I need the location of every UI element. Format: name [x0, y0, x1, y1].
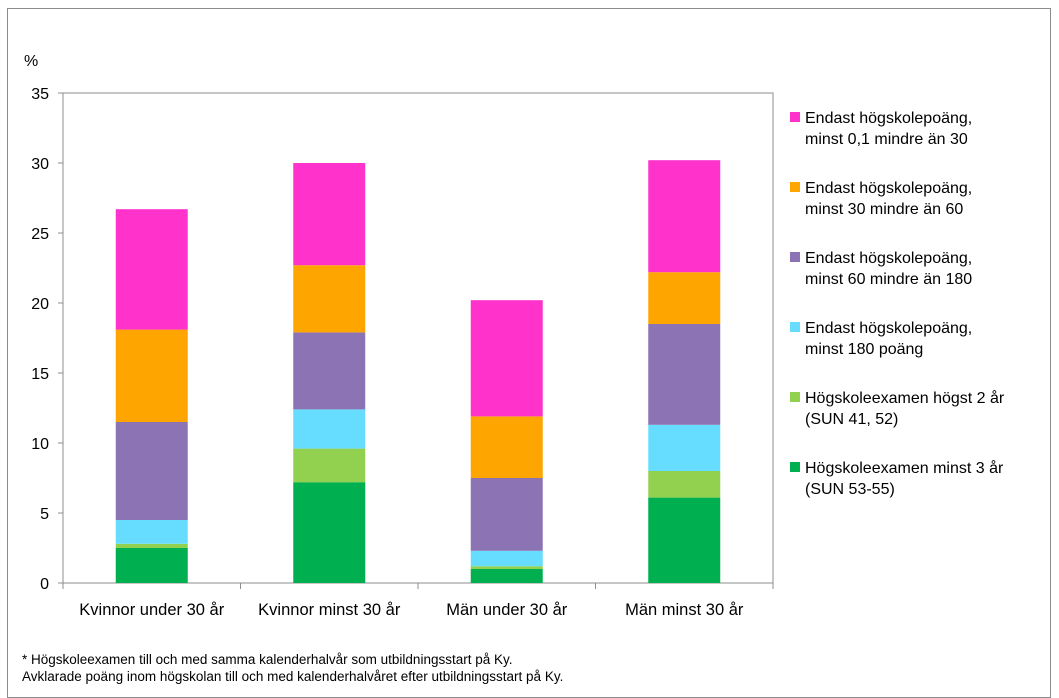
footnote-2: Avklarade poäng inom högskolan till och … — [22, 669, 564, 684]
legend-swatch — [790, 462, 800, 472]
bar-segment — [470, 300, 543, 417]
y-axis-label: % — [24, 53, 38, 70]
legend-swatch — [790, 112, 800, 122]
legend-label: minst 0,1 mindre än 30 — [805, 131, 968, 148]
bar-segment — [470, 416, 543, 478]
legend-label: Högskoleexamen minst 3 år — [805, 459, 1004, 477]
legend-label: Endast högskolepoäng, — [805, 110, 972, 127]
y-tick-label: 30 — [31, 156, 49, 173]
bar-segment — [648, 497, 721, 583]
bar-segment — [648, 160, 721, 273]
bar-segment — [470, 550, 543, 567]
y-tick-label: 0 — [40, 576, 49, 593]
legend-label: (SUN 53-55) — [805, 481, 895, 498]
y-tick-label: 20 — [31, 296, 49, 313]
x-tick-label: Män under 30 år — [446, 601, 568, 619]
bar-segment — [648, 424, 721, 471]
legend-label: Endast högskolepoäng, — [805, 250, 972, 267]
bar-segment — [648, 272, 721, 324]
bar-segment — [293, 409, 366, 449]
bar-segment — [648, 324, 721, 425]
bar-segment — [470, 478, 543, 551]
bar-segment — [470, 566, 543, 569]
bar-segment — [293, 265, 366, 333]
bar-segment — [293, 163, 366, 266]
bar-segment — [115, 548, 188, 583]
legend-label: minst 180 poäng — [805, 341, 923, 358]
legend-label: Högskoleexamen högst 2 år — [805, 389, 1005, 407]
legend-swatch — [790, 322, 800, 332]
bar-segment — [648, 471, 721, 498]
bar-segment — [293, 332, 366, 410]
x-tick-label: Män minst 30 år — [625, 601, 744, 619]
y-tick-label: 15 — [31, 366, 49, 383]
y-tick-label: 10 — [31, 436, 49, 453]
bar-segment — [470, 569, 543, 583]
bar-segment — [115, 329, 188, 422]
y-tick-label: 35 — [31, 86, 49, 103]
x-tick-label: Kvinnor minst 30 år — [258, 601, 401, 619]
bar-segment — [293, 482, 366, 583]
legend-label: minst 30 mindre än 60 — [805, 201, 963, 218]
x-tick-label: Kvinnor under 30 år — [79, 601, 224, 619]
bar-segment — [115, 520, 188, 544]
legend-swatch — [790, 252, 800, 262]
bar-segment — [293, 448, 366, 483]
bar-segment — [115, 543, 188, 548]
legend-swatch — [790, 392, 800, 402]
bar-segment — [115, 422, 188, 520]
legend-label: minst 60 mindre än 180 — [805, 271, 972, 288]
legend-label: Endast högskolepoäng, — [805, 320, 972, 337]
legend-label: Endast högskolepoäng, — [805, 180, 972, 197]
bar-segment — [115, 209, 188, 330]
y-tick-label: 5 — [40, 506, 49, 523]
legend-label: (SUN 41, 52) — [805, 411, 898, 428]
footnote-1: * Högskoleexamen till och med samma kale… — [22, 652, 513, 667]
y-tick-label: 25 — [31, 226, 49, 243]
legend-swatch — [790, 182, 800, 192]
